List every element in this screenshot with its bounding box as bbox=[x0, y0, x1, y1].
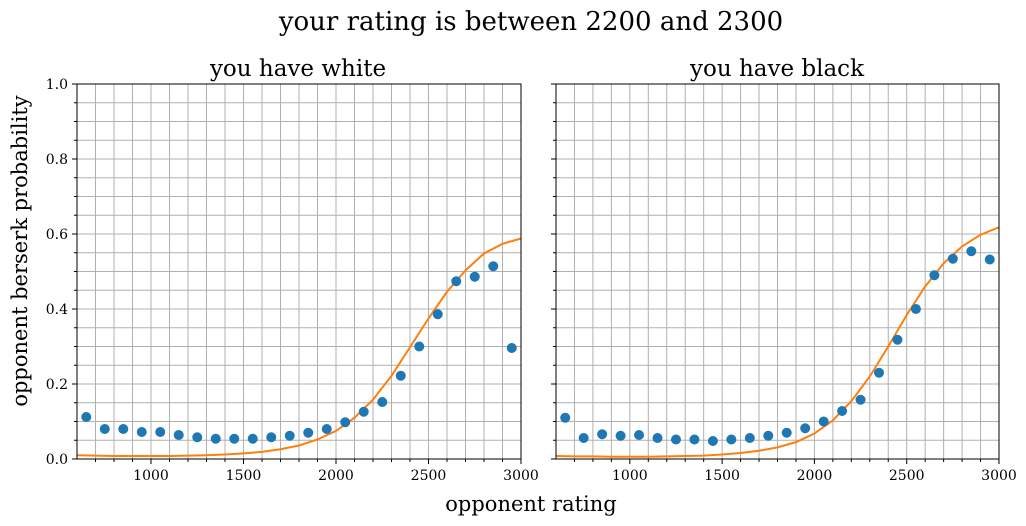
x-tick-label: 2500 bbox=[411, 468, 447, 484]
data-point bbox=[395, 370, 406, 381]
data-point bbox=[451, 276, 462, 287]
data-point bbox=[634, 430, 645, 440]
data-point bbox=[615, 430, 626, 441]
data-point bbox=[506, 343, 517, 353]
panel-you-have-black: you have black 1000 1500 2000 2500 3000 bbox=[551, 56, 1017, 484]
data-point bbox=[155, 427, 166, 437]
y-tick-label: 0.6 bbox=[46, 227, 68, 243]
panel-title-black: you have black bbox=[689, 56, 865, 82]
data-point bbox=[340, 417, 351, 428]
data-point bbox=[432, 309, 443, 320]
data-point bbox=[670, 434, 681, 445]
data-point bbox=[818, 416, 829, 427]
data-point bbox=[488, 261, 499, 272]
data-point bbox=[929, 270, 940, 281]
y-tick-label: 0.4 bbox=[46, 302, 68, 318]
data-point bbox=[136, 427, 147, 437]
data-point bbox=[229, 433, 240, 444]
grid-white bbox=[77, 84, 521, 459]
y-tick-label: 0.8 bbox=[46, 152, 68, 168]
data-point bbox=[966, 246, 977, 257]
data-point bbox=[855, 394, 866, 405]
data-point bbox=[118, 424, 129, 434]
axes-frame-white bbox=[76, 83, 522, 460]
data-point bbox=[726, 434, 737, 445]
data-point bbox=[321, 424, 332, 434]
data-point bbox=[99, 424, 110, 434]
y-axis-label: opponent berserk probability bbox=[8, 95, 32, 406]
data-point bbox=[284, 430, 295, 441]
x-tick-label: 3000 bbox=[981, 468, 1017, 484]
data-point bbox=[652, 433, 663, 443]
x-tick-label: 2000 bbox=[797, 468, 833, 484]
fit-curve-white bbox=[76, 237, 522, 457]
panel-title-white: you have white bbox=[209, 56, 386, 82]
x-tick-label: 2000 bbox=[318, 468, 354, 484]
data-point bbox=[266, 432, 277, 443]
x-tick-label: 1000 bbox=[133, 468, 169, 484]
data-point bbox=[800, 423, 811, 434]
axes-frame-black bbox=[555, 83, 1000, 460]
data-point bbox=[192, 432, 203, 443]
data-point bbox=[247, 433, 258, 444]
data-point bbox=[837, 406, 848, 416]
data-point bbox=[210, 433, 221, 444]
x-tick-label: 1000 bbox=[612, 468, 648, 484]
data-point bbox=[892, 334, 903, 345]
data-point bbox=[707, 436, 718, 446]
data-point bbox=[744, 433, 755, 443]
data-point bbox=[763, 430, 774, 441]
data-point bbox=[414, 341, 425, 352]
data-point bbox=[358, 406, 369, 417]
data-point bbox=[173, 430, 184, 440]
data-point bbox=[689, 434, 700, 445]
data-point bbox=[874, 367, 885, 378]
data-point bbox=[947, 253, 958, 264]
x-tick-label: 1500 bbox=[704, 468, 740, 484]
data-point bbox=[597, 429, 608, 440]
data-point bbox=[81, 412, 92, 422]
data-point bbox=[910, 304, 921, 314]
data-point bbox=[984, 254, 995, 265]
data-point bbox=[578, 433, 589, 443]
data-point bbox=[303, 427, 314, 438]
grid-black bbox=[556, 84, 999, 459]
fit-curve-black bbox=[555, 226, 1000, 458]
chart-suptitle: your rating is between 2200 and 2300 bbox=[278, 7, 783, 37]
x-tick-label: 3000 bbox=[503, 468, 539, 484]
data-point bbox=[377, 397, 388, 407]
data-point bbox=[560, 412, 571, 423]
x-tick-label: 1500 bbox=[226, 468, 262, 484]
data-point bbox=[781, 427, 792, 438]
y-tick-label: 1.0 bbox=[46, 77, 68, 93]
panel-you-have-white: you have white 1000 1500 2000 2500 3000 0.0 0.… bbox=[46, 56, 539, 484]
y-tick-label: 0.0 bbox=[46, 452, 68, 468]
x-tick-label: 2500 bbox=[889, 468, 925, 484]
x-axis-label: opponent rating bbox=[445, 492, 616, 516]
data-point bbox=[469, 271, 480, 282]
y-tick-label: 0.2 bbox=[46, 377, 68, 393]
